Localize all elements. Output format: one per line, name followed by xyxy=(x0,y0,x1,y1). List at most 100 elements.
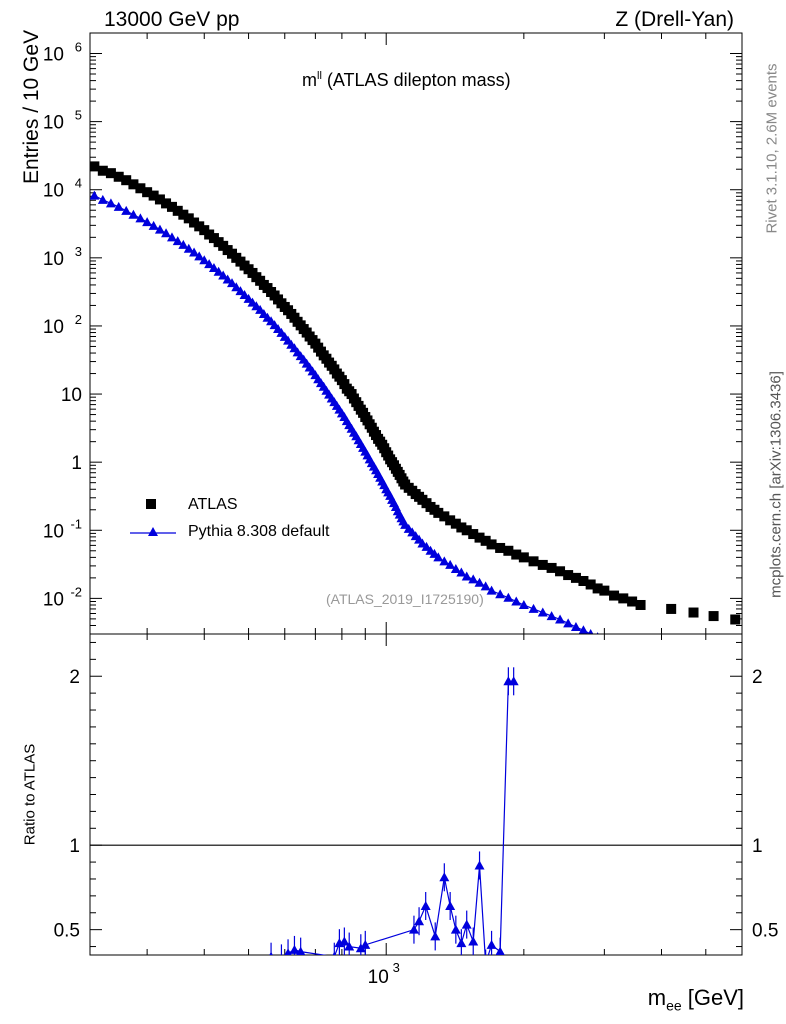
main-frame xyxy=(89,32,743,635)
pythia-data-point xyxy=(148,220,159,230)
atlas-data-point xyxy=(570,572,581,583)
atlas-data-point xyxy=(450,518,461,529)
pythia-data-point xyxy=(461,571,472,581)
y-tick-label-exponent: 4 xyxy=(75,176,82,191)
ratio-y-tick-label: 0.5 xyxy=(752,921,778,942)
ratio-data-point xyxy=(445,901,456,911)
atlas-data-point xyxy=(166,201,177,212)
ratio-data-point xyxy=(355,943,366,953)
legend-label-atlas: ATLAS xyxy=(188,496,238,513)
legend-marker-pythia xyxy=(148,527,158,536)
ratio-y-tick-label: 2 xyxy=(69,667,80,688)
main-data xyxy=(90,161,741,634)
pythia-data-point xyxy=(178,239,189,249)
atlas-data-point xyxy=(461,525,472,536)
atlas-data-point xyxy=(154,194,165,205)
atlas-data-point xyxy=(148,190,159,201)
atlas-data-point xyxy=(105,168,116,179)
y-tick-label: 10 xyxy=(43,249,64,270)
pythia-data-point xyxy=(218,270,229,280)
pythia-data-point xyxy=(511,596,522,606)
ratio-data-point xyxy=(439,872,450,882)
pythia-data-point xyxy=(578,625,589,634)
pythia-data-point xyxy=(97,194,108,204)
ratio-data-point xyxy=(508,676,519,686)
pythia-data-point xyxy=(503,592,514,602)
atlas-data-point xyxy=(135,183,146,194)
pythia-data-point xyxy=(189,247,200,257)
pythia-data-point xyxy=(142,217,153,227)
y-tick-label-exponent: 5 xyxy=(75,108,82,123)
atlas-data-point xyxy=(113,171,124,182)
pythia-data-point xyxy=(194,251,205,261)
atlas-data-point xyxy=(495,542,506,553)
plot-title-m: m xyxy=(302,70,317,90)
y-tick-label: 1 xyxy=(71,453,82,474)
pythia-data-point xyxy=(161,228,172,238)
main-y-axis-title: Entries / 10 GeV xyxy=(20,29,43,184)
ratio-data-point xyxy=(339,936,350,946)
atlas-data-point xyxy=(518,552,529,563)
ratio-frame xyxy=(89,633,743,956)
pythia-data-point xyxy=(474,577,485,587)
y-tick-label-exponent: 2 xyxy=(75,312,82,327)
main-panel: 10 -2 10 -1 1 10 10 2 10 3 10 4 10 5 10 6 xyxy=(43,32,743,635)
ratio-data-point xyxy=(481,958,491,967)
pythia-data-point xyxy=(555,614,566,624)
y-tick-label: 10 xyxy=(43,45,64,66)
pythia-data-point xyxy=(537,607,548,617)
atlas-data-point xyxy=(183,213,194,224)
ratio-data-point xyxy=(430,931,441,941)
ratio-data-point xyxy=(468,936,479,946)
y-tick-label: 10 xyxy=(43,181,64,202)
pythia-data-point xyxy=(227,278,238,288)
pythia-data-point xyxy=(208,262,219,272)
ratio-panel: 10 3 0.5 0.5 1 1 2 2 xyxy=(54,633,778,988)
atlas-data-point xyxy=(445,515,456,526)
pythia-data-point xyxy=(166,232,177,242)
ratio-y-tick-label: 1 xyxy=(69,836,80,857)
ratio-data-point xyxy=(332,951,337,955)
atlas-data-point xyxy=(627,596,638,607)
ratio-data-point xyxy=(461,919,472,929)
atlas-data-point xyxy=(456,522,467,533)
y-tick-label: 10 xyxy=(43,113,64,134)
atlas-data-point xyxy=(480,535,491,546)
atlas-data-point xyxy=(172,205,183,216)
atlas-data-point xyxy=(708,611,719,622)
atlas-data-point xyxy=(142,187,153,198)
atlas-data-point xyxy=(128,179,139,190)
plot-title-sup: ll xyxy=(317,70,322,82)
ratio-data-point xyxy=(344,941,355,951)
ratio-data-point xyxy=(280,953,283,955)
atlas-data-point xyxy=(730,614,741,625)
atlas-data-point xyxy=(546,562,557,573)
y-tick-label-exponent: -1 xyxy=(70,516,82,531)
atlas-data-point xyxy=(585,579,596,590)
plot-title-rest: (ATLAS dilepton mass) xyxy=(321,70,511,90)
atlas-data-point xyxy=(563,570,574,581)
collision-energy-label: 13000 GeV pp xyxy=(104,8,240,31)
atlas-data-point xyxy=(503,545,514,556)
ratio-data-point xyxy=(495,946,505,955)
ratio-data-point xyxy=(414,916,425,926)
pythia-data-point xyxy=(563,618,574,628)
atlas-data-point xyxy=(486,539,497,550)
ratio-data-point xyxy=(408,924,419,934)
ratio-line xyxy=(284,680,514,955)
ratio-data-point xyxy=(420,901,431,911)
atlas-data-point xyxy=(537,559,548,570)
y-tick-label-exponent: 6 xyxy=(75,40,82,55)
atlas-data-point xyxy=(90,161,100,172)
ratio-data-point xyxy=(486,939,497,949)
x-axis-title: mee [GeV] xyxy=(647,985,744,1014)
legend-label-pythia: Pythia 8.308 default xyxy=(188,523,330,540)
ratio-data xyxy=(269,667,519,967)
pythia-data-point xyxy=(528,603,539,613)
atlas-data-point xyxy=(555,566,566,577)
y-tick-label: 10 xyxy=(61,385,82,406)
pythia-data-point xyxy=(456,567,467,577)
atlas-data-point xyxy=(666,603,677,614)
ratio-data-point xyxy=(474,860,485,870)
y-tick-label: 10 xyxy=(43,521,64,542)
